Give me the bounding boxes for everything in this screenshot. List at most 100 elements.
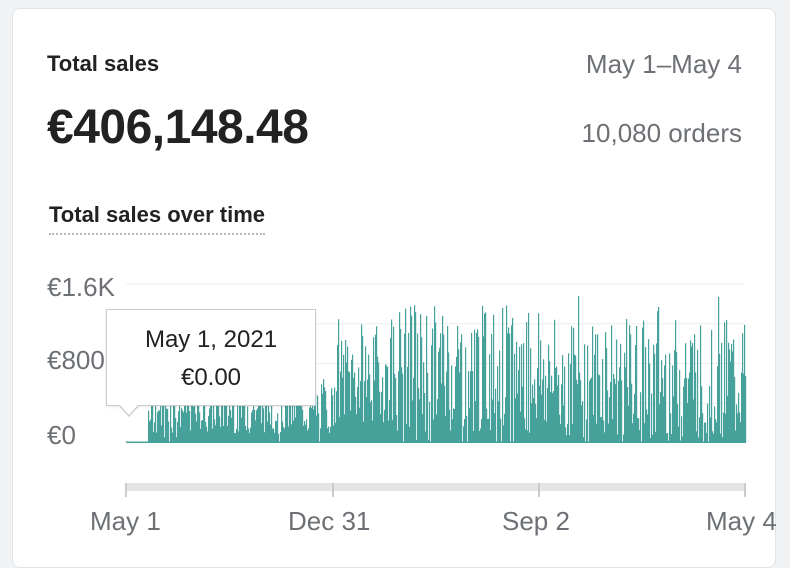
sales-bar [226,388,228,443]
sales-bar [389,400,391,443]
sales-bar [339,416,341,443]
sales-bar [222,402,224,443]
sales-bar [656,343,658,443]
sales-bar [348,371,350,443]
sales-bar [309,407,311,443]
sales-bar [664,365,666,443]
sales-bar [261,423,263,443]
sales-bar [136,441,138,443]
sales-chart[interactable] [0,0,790,550]
sales-bar [129,441,131,443]
sales-bar [629,325,631,443]
sales-bar [149,421,151,443]
sales-bar [551,375,553,443]
sales-bar [411,315,413,443]
y-tick-label: €800 [47,345,105,375]
sales-bar [651,393,653,443]
sales-bar [369,374,371,443]
sales-bar [667,432,669,443]
sales-bar [175,417,177,443]
sales-bar [409,426,411,443]
sales-bar [433,419,435,443]
sales-bar [517,393,519,443]
sales-bar [303,425,305,443]
sales-bar [510,441,512,443]
sales-bar [178,411,180,443]
sales-bar [232,404,234,443]
sales-bar [655,431,657,443]
sales-bar [163,391,165,443]
sales-bar [167,409,169,443]
sales-bar [490,430,492,443]
sales-bar [154,422,156,443]
sales-bar [706,432,708,443]
sales-bar [422,414,424,443]
sales-bar [520,411,522,443]
sales-bar [579,372,581,443]
sales-bar [622,441,624,443]
sales-bar [711,329,713,443]
sales-bar [190,430,192,443]
sales-bar [562,354,564,443]
sales-bar [331,388,333,443]
sales-bar [159,410,161,443]
sales-bar [436,414,438,443]
sales-bar [302,409,304,443]
sales-bar [527,430,529,443]
sales-bar [370,402,372,443]
sales-bar [182,410,184,443]
sales-bar [472,371,474,443]
sales-bar [367,379,369,443]
sales-bar [468,371,470,443]
sales-bar [398,371,400,443]
sales-bar [290,384,292,443]
sales-bar [150,419,152,443]
sales-bar [131,441,133,443]
sales-bar [368,354,370,443]
sales-bar [470,371,472,443]
sales-bar [307,430,309,443]
sales-bar [669,353,671,443]
sales-bar [171,427,173,443]
sales-bar [723,412,725,443]
sales-bar [589,380,591,443]
sales-bar [552,393,554,443]
sales-bar [285,405,287,443]
sales-bar [243,385,245,443]
sales-bar [702,413,704,443]
sales-bar [230,410,232,443]
sales-bar [515,398,517,443]
chart-title[interactable]: Total sales over time [49,202,266,235]
sales-bar [219,416,221,443]
sales-bar [514,353,516,443]
sales-bar [479,430,481,443]
sales-bar [461,334,463,443]
sales-bar [299,395,301,443]
sales-bar [689,372,691,443]
sales-bar [349,372,351,443]
sales-bar [438,351,440,443]
sales-bar [424,392,426,443]
sales-bar [687,402,689,443]
sales-bar [454,408,456,443]
sales-bar [218,385,220,443]
sales-bar [361,324,363,443]
sales-bar [429,401,431,443]
sales-bar [430,441,432,443]
sales-bar [650,437,652,443]
sales-bar [720,433,722,443]
sales-bar [448,352,450,443]
sales-bar [177,421,179,443]
sales-bar [176,437,178,443]
sales-bar [362,335,364,443]
sales-bar [137,441,139,443]
sales-bar [534,379,536,443]
sales-bar [338,319,340,443]
sales-bar [480,428,482,443]
sales-bar [709,386,711,443]
sales-bar [583,437,585,443]
sales-bar [500,418,502,443]
sales-bar [507,333,509,443]
sales-bar [513,441,515,443]
sales-bar [320,428,322,443]
